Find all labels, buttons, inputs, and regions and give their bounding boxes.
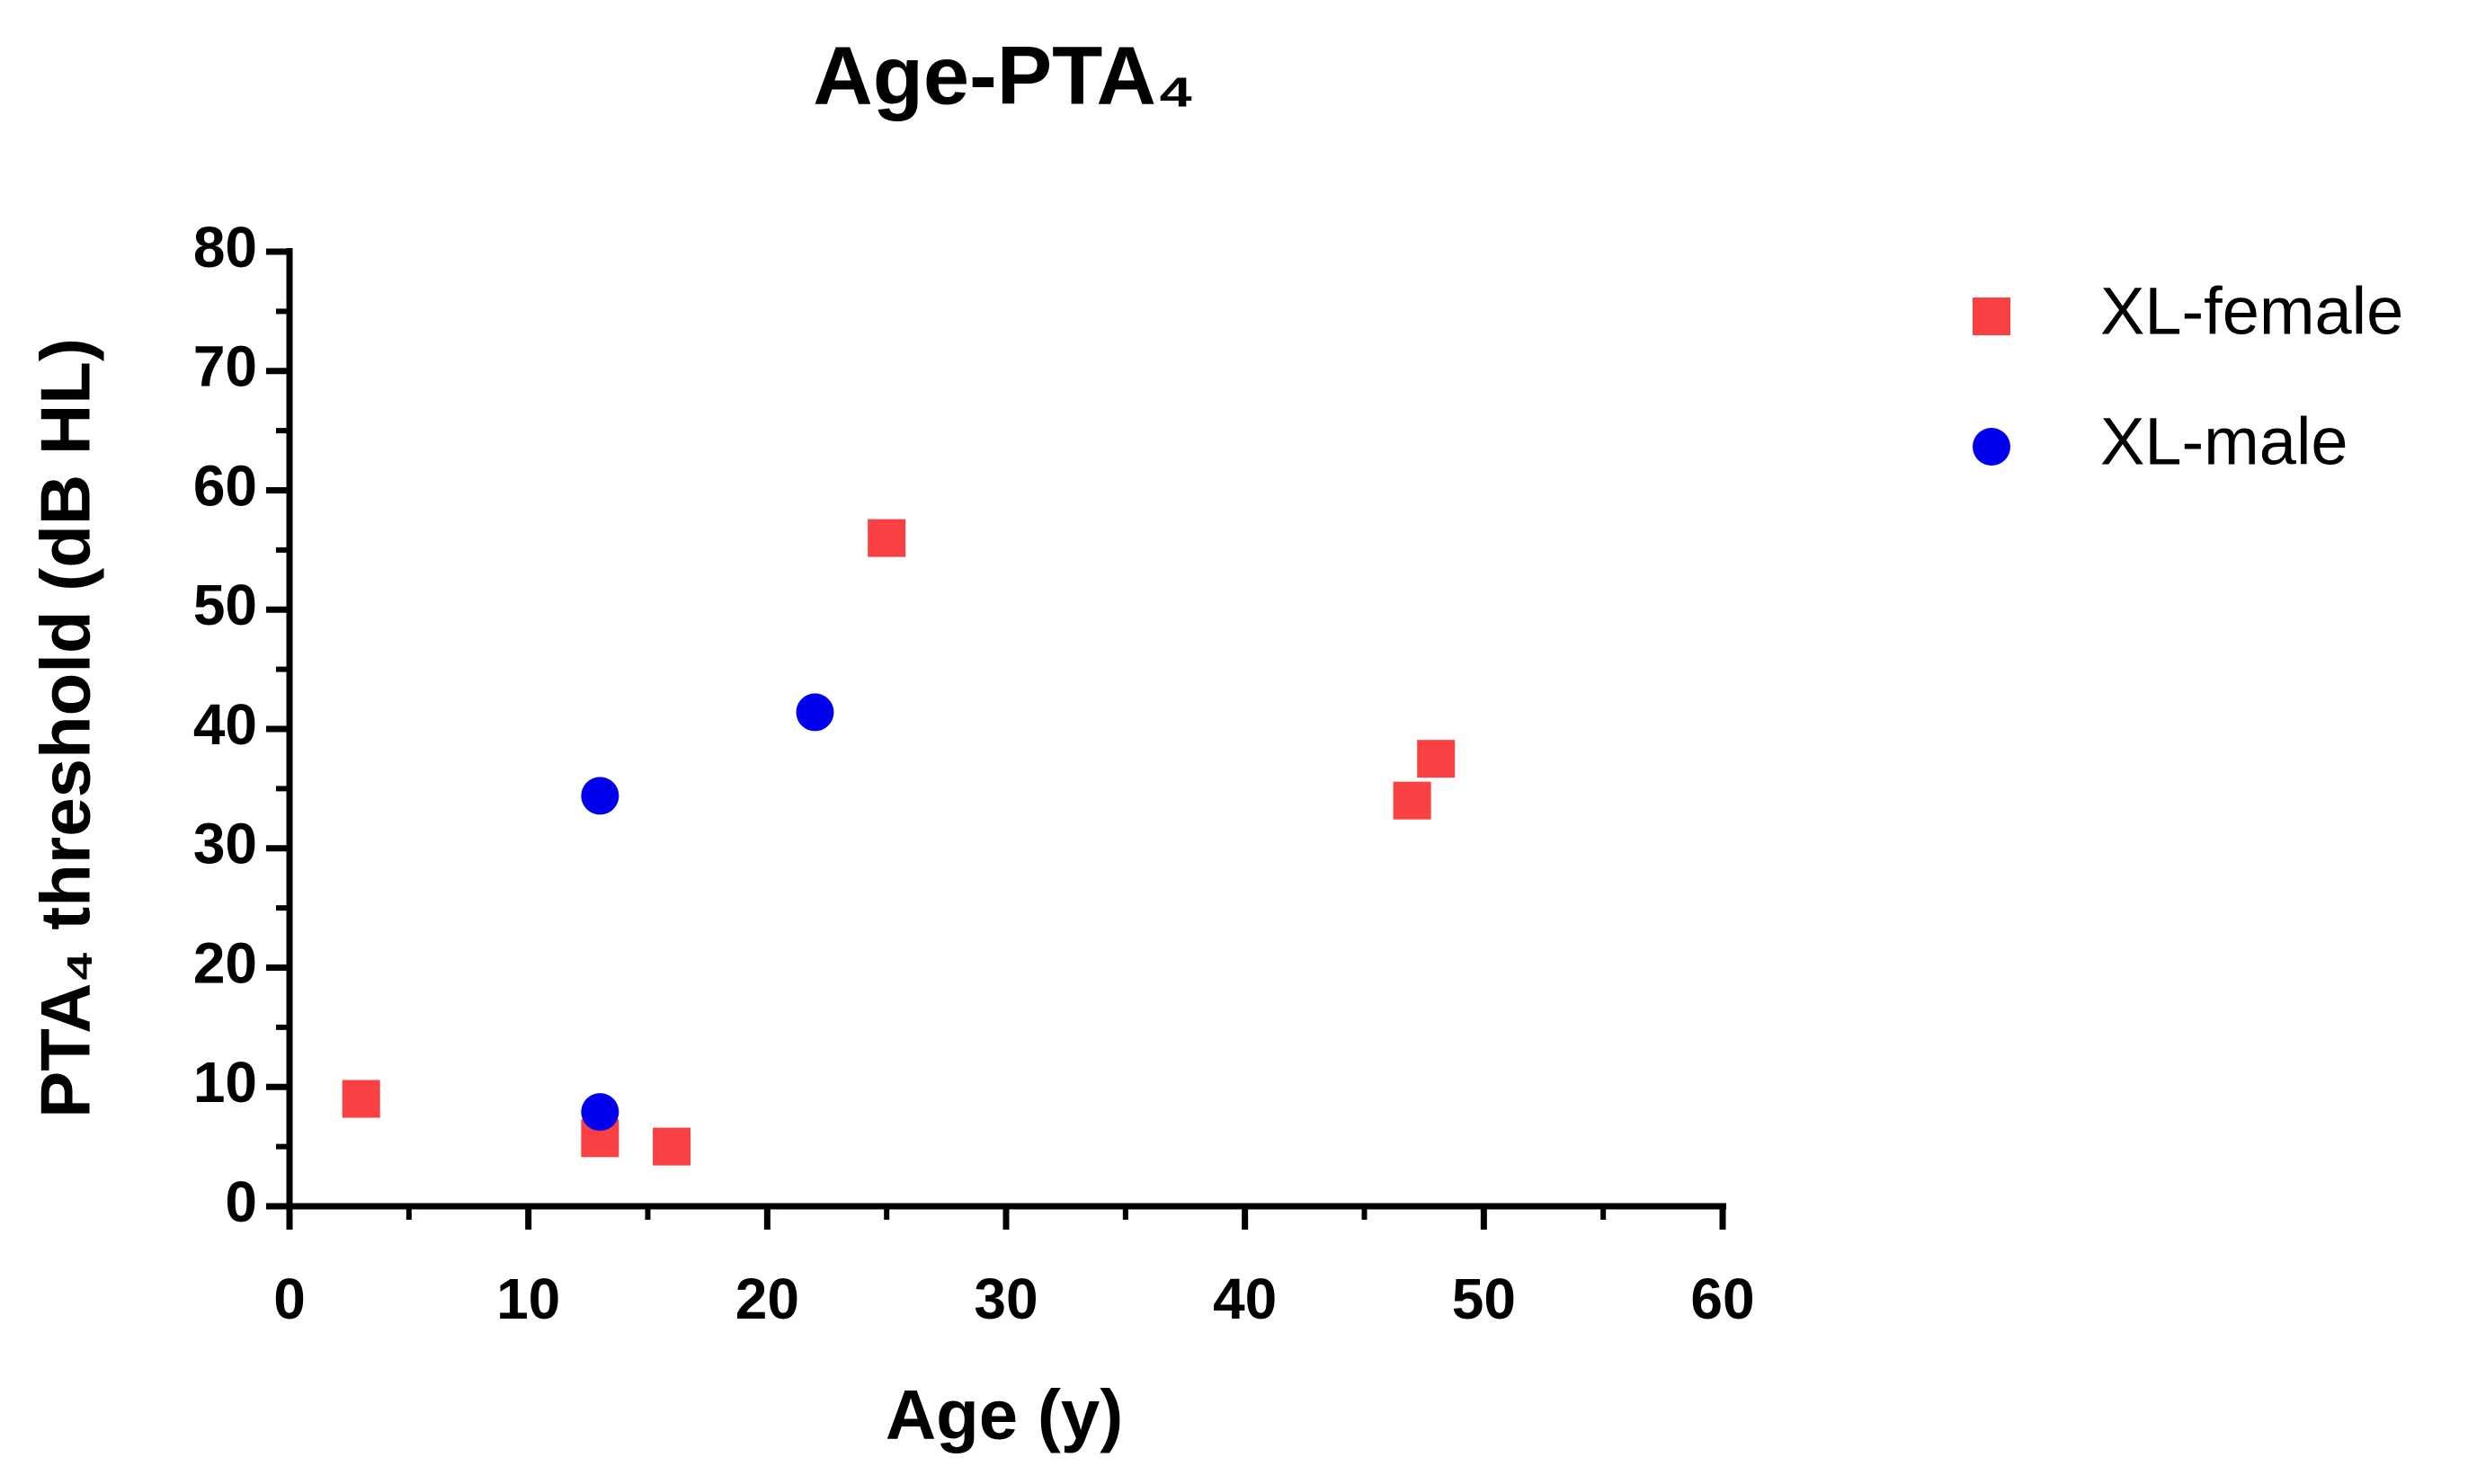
y-tick-label: 60: [193, 453, 257, 518]
x-tick-label: 50: [1452, 1266, 1516, 1331]
y-axis-title: PTA₄ threshold (dB HL): [26, 338, 105, 1118]
y-tick-label: 0: [225, 1169, 257, 1234]
x-tick-label: 60: [1690, 1266, 1754, 1331]
y-tick-label: 10: [193, 1050, 257, 1115]
circle-marker: [581, 1093, 619, 1132]
square-marker: [1393, 781, 1431, 820]
legend-marker: [1973, 298, 2010, 335]
square-marker: [1417, 740, 1456, 778]
y-tick-label: 20: [193, 930, 257, 995]
x-axis-title: Age (y): [886, 1375, 1123, 1454]
legend-label: XL-female: [2100, 274, 2403, 349]
y-tick-label: 80: [193, 215, 257, 280]
circle-marker: [581, 777, 619, 815]
y-tick-label: 30: [193, 812, 257, 876]
legend-label: XL-male: [2100, 404, 2348, 479]
y-tick-label: 70: [193, 334, 257, 399]
y-tick-label: 40: [193, 692, 257, 757]
circle-marker: [796, 693, 834, 732]
y-tick-label: 50: [193, 573, 257, 637]
square-marker: [868, 519, 906, 557]
x-tick-label: 40: [1213, 1266, 1277, 1331]
square-marker: [653, 1127, 691, 1166]
x-tick-label: 0: [273, 1266, 306, 1331]
square-marker: [342, 1080, 380, 1118]
x-tick-label: 10: [496, 1266, 560, 1331]
legend-marker: [1973, 428, 2010, 466]
x-tick-label: 20: [735, 1266, 799, 1331]
x-tick-label: 30: [974, 1266, 1038, 1331]
chart-title: Age-PTA₄: [813, 30, 1195, 121]
